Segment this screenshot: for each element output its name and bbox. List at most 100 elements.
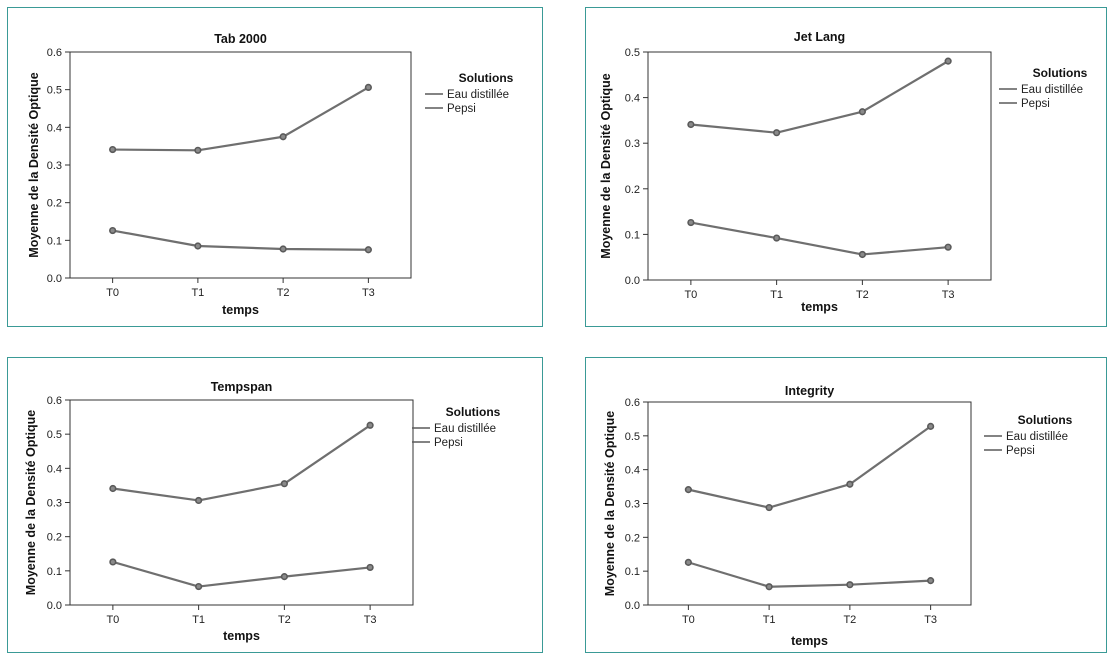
data-point-pepsi-t1 [765,503,773,512]
y-tick-label: 0.4 [625,93,640,105]
y-tick-label: 0.6 [625,397,640,409]
y-tick-label: 0.5 [625,431,640,443]
data-point-eau-distill-e-t2 [279,245,287,253]
data-point-pepsi-t0 [684,486,692,494]
x-tick-label: T3 [942,289,955,301]
series-line-eau-distill-e [112,229,369,251]
data-point-pepsi-t3 [944,57,952,65]
x-axis-title: temps [791,634,828,648]
data-point-pepsi-t2 [846,480,854,488]
series-line-pepsi [688,425,932,509]
data-point-pepsi-t1 [194,146,202,154]
legend-label-eau-distill-e: Eau distillée [1006,431,1068,443]
legend-label-pepsi: Pepsi [1021,98,1050,110]
x-tick-label: T0 [682,614,695,626]
y-tick-label: 0.3 [47,498,62,510]
x-axis-title: temps [222,303,259,317]
chart-title: Integrity [785,384,834,398]
data-point-eau-distill-e-t0 [109,558,117,566]
line-chart-tempspan: Tempspan 0.0 0.1 0.2 0.3 0.4 0.5 0.6 T0 T1 T2 T3 tem… [24,380,501,643]
chart-panel-tab-2000: Tab 2000 0.0 0.1 0.2 0.3 0.4 0.5 0.6 T0 T1 T2 T3 tem… [7,7,543,327]
x-tick-label: T2 [277,287,290,299]
x-axis-title: temps [801,300,838,314]
data-point-eau-distill-e-t3 [364,246,372,254]
data-point-pepsi-t2 [279,133,287,141]
x-tick-label: T0 [106,287,119,299]
data-point-eau-distill-e-t1 [195,582,203,591]
data-point-eau-distill-e-t3 [927,577,935,585]
line-chart-integrity: Integrity 0.0 0.1 0.2 0.3 0.4 0.5 0.6 T0 T1 T2 T3 te… [603,384,1073,648]
y-tick-label: 0.4 [47,463,62,475]
data-point-eau-distill-e-t0 [109,226,117,235]
data-point-eau-distill-e-t2 [846,581,854,589]
x-tick-label: T1 [763,614,776,626]
chart-title: Tempspan [211,380,273,394]
x-tick-label: T2 [856,289,869,301]
data-point-eau-distill-e-t2 [858,250,866,259]
line-chart-jet-lang: Jet Lang 0.0 0.1 0.2 0.3 0.4 0.5 T0 T1 T2 T3 temps M… [599,30,1088,314]
y-tick-label: 0.1 [47,566,62,578]
y-tick-label: 0.0 [47,600,62,612]
plot-area-frame [69,51,412,279]
legend-label-eau-distill-e: Eau distillée [434,423,496,435]
x-tick-label: T2 [843,614,856,626]
y-tick-label: 0.3 [625,499,640,511]
y-tick-label: 0.0 [625,600,640,612]
chart-panel-integrity: Integrity 0.0 0.1 0.2 0.3 0.4 0.5 0.6 T0 T1 T2 T3 te… [585,357,1107,653]
data-point-pepsi-t2 [858,108,866,116]
data-point-eau-distill-e-t3 [944,243,952,251]
legend-label-eau-distill-e: Eau distillée [447,89,509,101]
data-point-pepsi-t3 [364,83,372,92]
y-axis-title: Moyenne de la Densité Optique [24,410,38,595]
chart-title: Jet Lang [794,30,845,44]
y-tick-label: 0.6 [47,47,62,59]
x-tick-label: T2 [278,614,291,626]
data-point-pepsi-t3 [927,422,935,430]
y-tick-label: 0.3 [47,160,62,172]
data-point-eau-distill-e-t3 [366,563,374,572]
y-tick-label: 0.2 [625,532,640,544]
x-tick-label: T1 [192,614,205,626]
y-axis-title: Moyenne de la Densité Optique [27,72,41,257]
series-line-eau-distill-e [690,221,949,256]
y-tick-label: 0.5 [625,47,640,59]
legend-label-pepsi: Pepsi [1006,445,1035,457]
y-tick-label: 0.2 [47,198,62,210]
y-tick-label: 0.2 [47,532,62,544]
chart-panel-jet-lang: Jet Lang 0.0 0.1 0.2 0.3 0.4 0.5 T0 T1 T2 T3 temps M… [585,7,1107,327]
legend-title: Solutions [1018,413,1073,427]
data-point-pepsi-t2 [280,480,288,488]
data-point-eau-distill-e-t2 [280,573,288,581]
series-line-eau-distill-e [112,560,371,588]
data-point-pepsi-t0 [687,120,695,129]
data-point-pepsi-t0 [109,484,117,493]
data-point-eau-distill-e-t1 [773,234,781,242]
series-line-pepsi [112,86,369,152]
legend-title: Solutions [446,405,501,419]
y-tick-label: 0.6 [47,395,62,407]
x-tick-label: T3 [924,614,937,626]
x-tick-label: T1 [191,287,204,299]
legend-label-eau-distill-e: Eau distillée [1021,84,1083,96]
legend-label-pepsi: Pepsi [434,437,463,449]
y-axis-title: Moyenne de la Densité Optique [603,411,617,596]
y-tick-label: 0.0 [47,273,62,285]
x-tick-label: T0 [106,614,119,626]
legend-title: Solutions [1033,66,1088,80]
series-line-pepsi [690,60,949,134]
series-line-eau-distill-e [688,561,931,588]
y-tick-label: 0.3 [625,138,640,150]
data-point-eau-distill-e-t1 [194,242,202,250]
data-point-pepsi-t1 [773,129,781,137]
data-point-pepsi-t0 [109,145,117,154]
data-point-eau-distill-e-t0 [684,558,692,566]
y-tick-label: 0.1 [625,229,640,241]
x-tick-label: T3 [362,287,375,299]
data-point-eau-distill-e-t1 [765,583,773,591]
legend-title: Solutions [459,71,514,85]
y-tick-label: 0.5 [47,429,62,441]
series-line-pepsi [112,424,371,502]
data-point-pepsi-t3 [366,421,374,429]
y-tick-label: 0.0 [625,275,640,287]
legend-label-pepsi: Pepsi [447,103,476,115]
